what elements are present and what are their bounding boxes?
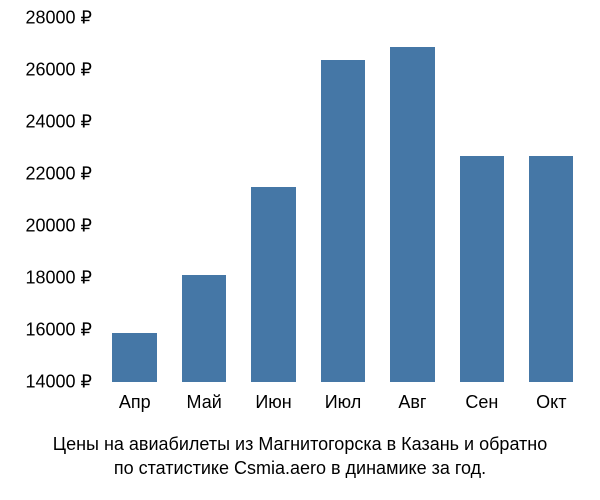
price-chart: 14000 ₽ 16000 ₽ 18000 ₽ 20000 ₽ 22000 ₽ 24000… — [0, 0, 600, 500]
x-tick-label: Авг — [398, 392, 426, 413]
y-tick-label: 18000 ₽ — [0, 268, 92, 289]
chart-caption: Цены на авиабилеты из Магнитогорска в Ка… — [0, 432, 600, 480]
y-tick-label: 22000 ₽ — [0, 164, 92, 185]
y-tick-label: 16000 ₽ — [0, 320, 92, 341]
y-tick-label: 20000 ₽ — [0, 216, 92, 237]
bar — [529, 156, 573, 382]
x-tick-label: Апр — [119, 392, 151, 413]
bar — [112, 333, 156, 382]
bar — [390, 47, 434, 382]
caption-line-2: по статистике Csmia.aero в динамике за г… — [0, 456, 600, 480]
x-tick-label: Сен — [465, 392, 498, 413]
bar — [182, 275, 226, 382]
y-tick-label: 14000 ₽ — [0, 372, 92, 393]
x-tick-label: Окт — [536, 392, 566, 413]
bar — [251, 187, 295, 382]
x-tick-label: Май — [187, 392, 222, 413]
y-tick-label: 28000 ₽ — [0, 8, 92, 29]
bar — [321, 60, 365, 382]
caption-line-1: Цены на авиабилеты из Магнитогорска в Ка… — [0, 432, 600, 456]
x-tick-label: Июл — [325, 392, 362, 413]
y-tick-label: 24000 ₽ — [0, 112, 92, 133]
y-tick-label: 26000 ₽ — [0, 60, 92, 81]
x-tick-label: Июн — [255, 392, 291, 413]
bar — [460, 156, 504, 382]
